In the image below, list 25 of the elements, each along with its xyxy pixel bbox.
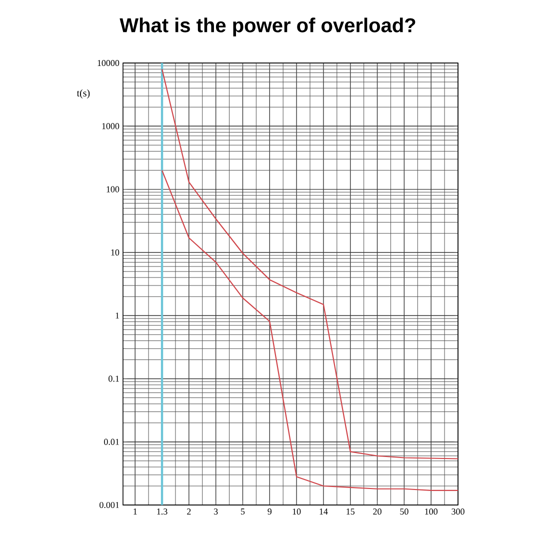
y-tick-label: 100 xyxy=(106,186,120,192)
x-tick-label: 14 xyxy=(320,508,328,514)
y-tick-label: 1 xyxy=(116,312,119,319)
x-tick-label: 50 xyxy=(400,508,408,515)
y-tick-label: 10000 xyxy=(98,60,120,66)
x-tick-label: 20 xyxy=(373,508,382,515)
x-tick-label: 10 xyxy=(292,508,301,515)
x-tick-label: 2 xyxy=(187,508,191,514)
x-tick-label: 300 xyxy=(452,508,464,515)
x-tick-label: 9 xyxy=(268,508,272,515)
line-series xyxy=(161,68,458,460)
line-series xyxy=(161,170,458,492)
x-tick-label: 1 xyxy=(134,508,137,514)
chart-title: What is the power of overload? xyxy=(120,18,416,36)
y-tick-label: 10 xyxy=(111,249,120,256)
x-tick-label: 15 xyxy=(346,508,355,515)
x-tick-label: 1.3 xyxy=(157,508,168,515)
y-tick-label: 0.01 xyxy=(104,438,119,445)
x-tick-label: 5 xyxy=(241,508,245,515)
y-tick-label: 0.1 xyxy=(108,376,119,382)
y-axis-title: t(s) xyxy=(76,89,90,98)
x-tick-label: 100 xyxy=(425,508,438,515)
y-tick-label: 0.001 xyxy=(100,502,119,508)
x-tick-label: 3 xyxy=(214,508,218,515)
y-tick-label: 1000 xyxy=(102,123,120,130)
